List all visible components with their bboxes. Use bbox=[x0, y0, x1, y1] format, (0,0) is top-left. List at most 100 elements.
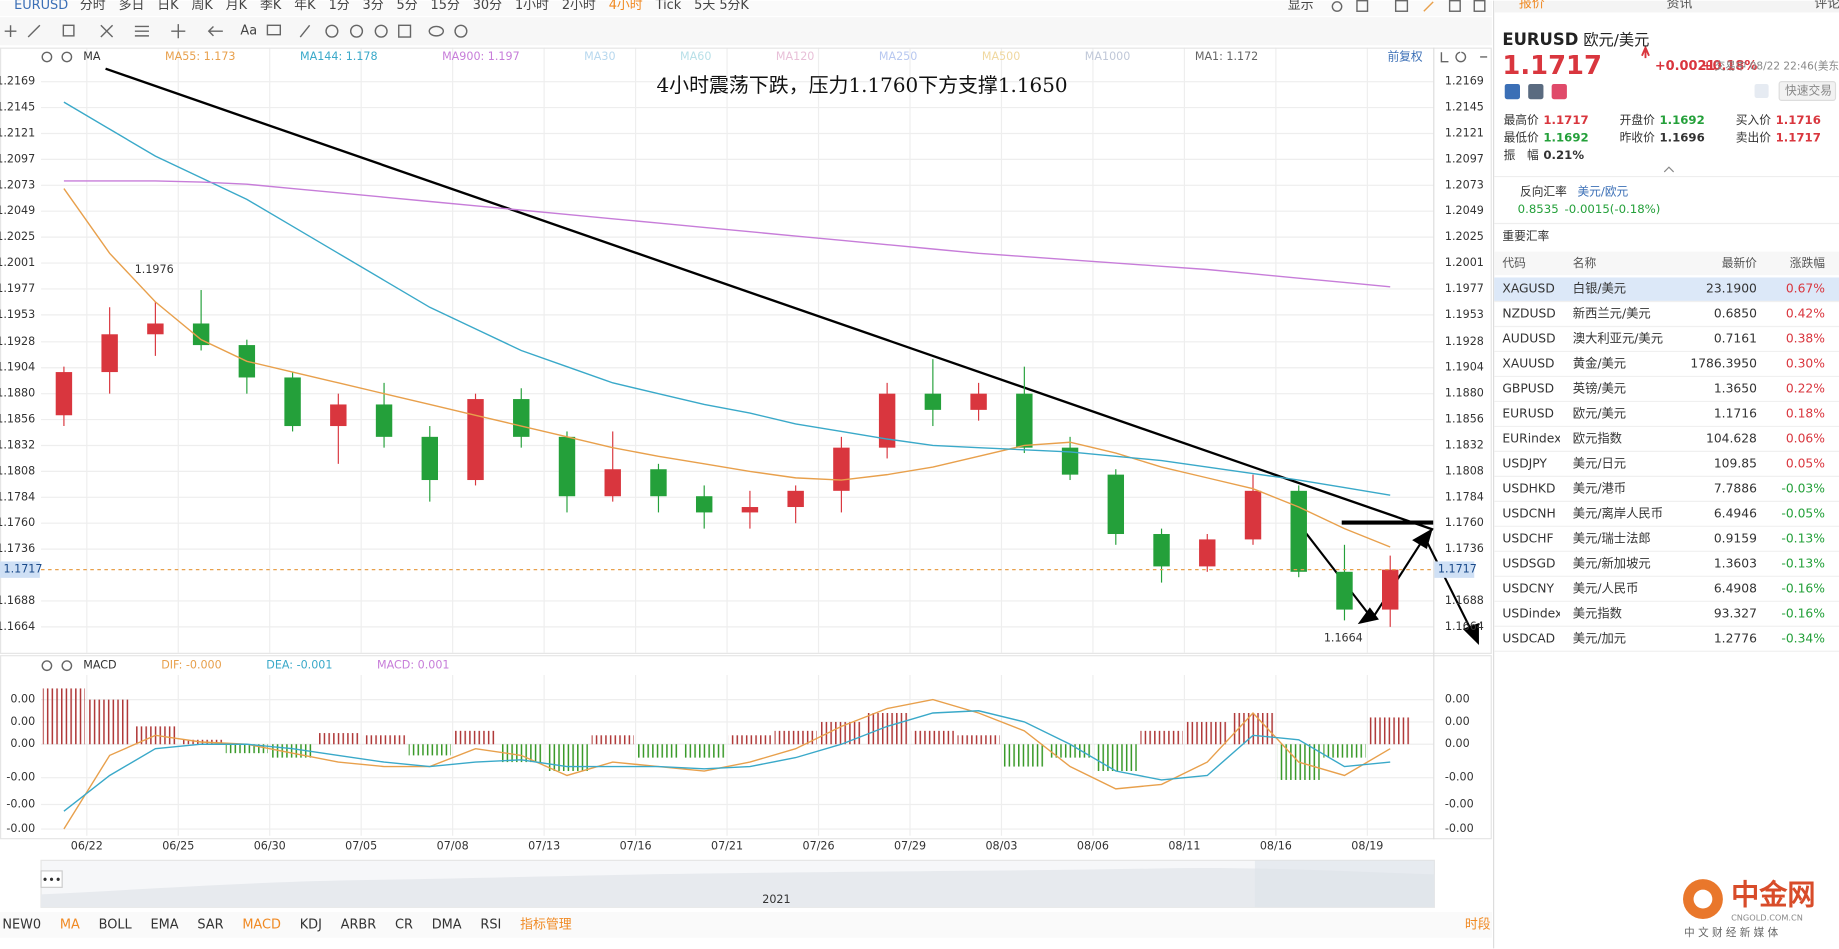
row-change[interactable]: -0.16% bbox=[1781, 581, 1825, 595]
row-price[interactable]: 6.4908 bbox=[1714, 581, 1757, 595]
note-icon[interactable] bbox=[266, 24, 282, 36]
indicator-tab[interactable]: EMA bbox=[150, 917, 178, 932]
period-tab[interactable]: 5分 bbox=[397, 0, 418, 13]
row-name[interactable]: 澳大利亚元/美元 bbox=[1573, 332, 1663, 346]
row-change[interactable]: -0.13% bbox=[1781, 556, 1825, 570]
quick-trade-button[interactable] bbox=[1778, 81, 1837, 101]
rect-icon[interactable] bbox=[62, 24, 75, 37]
row-change[interactable]: 0.67% bbox=[1786, 282, 1825, 296]
row-code[interactable]: USDCNH bbox=[1502, 507, 1555, 521]
navigator-menu-box[interactable] bbox=[40, 870, 63, 888]
row-change[interactable]: -0.13% bbox=[1781, 532, 1825, 546]
row-code[interactable]: USDJPY bbox=[1502, 457, 1547, 471]
row-price[interactable]: 1.3603 bbox=[1714, 556, 1757, 570]
period-tab[interactable]: 季K bbox=[260, 0, 282, 13]
measure-icon[interactable] bbox=[171, 24, 186, 39]
row-change[interactable]: -0.34% bbox=[1781, 631, 1825, 645]
period-tab[interactable]: 4小时 bbox=[609, 0, 643, 13]
row-change[interactable]: -0.03% bbox=[1781, 482, 1825, 496]
period-button[interactable]: 时段 bbox=[1465, 917, 1491, 932]
panel-tab[interactable]: 报价 bbox=[1519, 0, 1545, 12]
indicator-tab[interactable]: ARBR bbox=[341, 917, 377, 932]
fib-icon[interactable] bbox=[100, 24, 114, 38]
indicator-tab[interactable]: DMA bbox=[432, 917, 462, 932]
row-price[interactable]: 0.9159 bbox=[1714, 532, 1757, 546]
period-tab[interactable]: 1小时 bbox=[515, 0, 549, 13]
period-tab[interactable]: 年K bbox=[294, 0, 316, 13]
row-price[interactable]: 7.7886 bbox=[1714, 482, 1757, 496]
row-code[interactable]: AUDUSD bbox=[1502, 332, 1555, 346]
row-change[interactable]: 0.05% bbox=[1786, 457, 1825, 471]
row-price[interactable]: 0.6850 bbox=[1714, 307, 1757, 321]
icon[interactable] bbox=[1551, 83, 1567, 100]
crosshair-icon[interactable] bbox=[4, 25, 17, 38]
period-tab[interactable]: 30分 bbox=[473, 0, 502, 13]
row-change[interactable]: 0.22% bbox=[1786, 382, 1825, 396]
eye-icon[interactable] bbox=[374, 24, 388, 38]
row-price[interactable]: 1786.3950 bbox=[1690, 357, 1756, 371]
row-name[interactable]: 美元/离岸人民币 bbox=[1573, 506, 1663, 521]
row-change[interactable]: 0.30% bbox=[1786, 357, 1825, 371]
row-price[interactable]: 109.85 bbox=[1714, 457, 1757, 471]
pen-icon[interactable] bbox=[299, 24, 311, 38]
settings-icon[interactable] bbox=[454, 24, 468, 38]
row-name[interactable]: 美元/日元 bbox=[1573, 457, 1626, 471]
channel-icon[interactable] bbox=[134, 25, 149, 37]
adjust-mode[interactable]: 前复权 bbox=[1387, 49, 1422, 63]
period-tab[interactable]: 分时 bbox=[80, 0, 106, 13]
period-tab[interactable]: 日K bbox=[157, 0, 179, 13]
row-name[interactable]: 新西兰元/美元 bbox=[1573, 306, 1651, 321]
magnet-icon[interactable] bbox=[325, 24, 339, 38]
panel-tab[interactable]: 资讯 bbox=[1667, 0, 1693, 12]
indicator-tab[interactable]: SAR bbox=[197, 917, 223, 932]
row-code[interactable]: EURUSD bbox=[1502, 407, 1554, 421]
row-code[interactable]: NZDUSD bbox=[1502, 307, 1555, 321]
row-code[interactable]: USDCHF bbox=[1502, 532, 1553, 546]
row-price[interactable]: 1.1716 bbox=[1714, 407, 1757, 421]
row-code[interactable]: XAGUSD bbox=[1502, 282, 1554, 296]
text-tool[interactable]: Aa bbox=[240, 24, 257, 39]
popout-icon[interactable] bbox=[1473, 0, 1486, 12]
row-change[interactable]: 0.38% bbox=[1786, 332, 1825, 346]
indicator-tab[interactable]: MACD bbox=[242, 917, 281, 932]
row-price[interactable]: 6.4946 bbox=[1714, 507, 1757, 521]
row-code[interactable]: USDCAD bbox=[1502, 631, 1555, 645]
row-price[interactable]: 1.2776 bbox=[1714, 631, 1757, 645]
icon[interactable] bbox=[1754, 83, 1769, 99]
period-tab[interactable]: 多日 bbox=[119, 0, 145, 13]
row-name[interactable]: 黄金/美元 bbox=[1573, 356, 1626, 371]
row-code[interactable]: XAUUSD bbox=[1502, 357, 1554, 371]
period-tab[interactable]: 周K bbox=[192, 0, 214, 13]
row-change[interactable]: 0.18% bbox=[1786, 407, 1825, 421]
line-icon[interactable] bbox=[27, 24, 41, 38]
row-change[interactable]: 0.06% bbox=[1786, 432, 1825, 446]
indicator-tab[interactable]: KDJ bbox=[300, 917, 322, 932]
row-name[interactable]: 白银/美元 bbox=[1573, 281, 1626, 296]
pencil-icon[interactable] bbox=[1423, 1, 1434, 12]
row-code[interactable]: USDSGD bbox=[1502, 556, 1555, 570]
undo-icon[interactable] bbox=[207, 25, 223, 37]
row-price[interactable]: 0.7161 bbox=[1714, 332, 1757, 346]
row-name[interactable]: 欧元/美元 bbox=[1573, 407, 1626, 421]
display-menu[interactable]: 显示 bbox=[1288, 0, 1314, 13]
camera-icon[interactable] bbox=[1394, 0, 1409, 12]
period-tab[interactable]: 2小时 bbox=[562, 0, 596, 13]
fullscreen-icon[interactable] bbox=[1448, 0, 1461, 12]
row-name[interactable]: 美元/港币 bbox=[1573, 482, 1626, 496]
legend-gear[interactable] bbox=[41, 51, 53, 63]
legend-close[interactable] bbox=[61, 51, 73, 63]
navigator-window[interactable] bbox=[1254, 860, 1435, 908]
panel-tab[interactable]: 评论 bbox=[1814, 0, 1839, 12]
row-name[interactable]: 美元/人民币 bbox=[1573, 581, 1639, 595]
chart-controls[interactable] bbox=[1440, 51, 1488, 63]
lock-icon[interactable] bbox=[349, 24, 364, 38]
period-tab[interactable]: 5天 5分K bbox=[694, 0, 749, 13]
row-code[interactable]: GBPUSD bbox=[1502, 382, 1554, 396]
row-name[interactable]: 美元/新加坡元 bbox=[1573, 555, 1651, 570]
collapse-arrow[interactable] bbox=[1663, 166, 1675, 173]
quick-trade[interactable]: 快速交易 bbox=[1785, 83, 1832, 97]
row-name[interactable]: 英镑/美元 bbox=[1573, 381, 1626, 396]
icon[interactable] bbox=[1504, 83, 1520, 100]
period-tab[interactable]: 15分 bbox=[431, 0, 460, 13]
row-code[interactable]: EURindex bbox=[1502, 432, 1561, 446]
